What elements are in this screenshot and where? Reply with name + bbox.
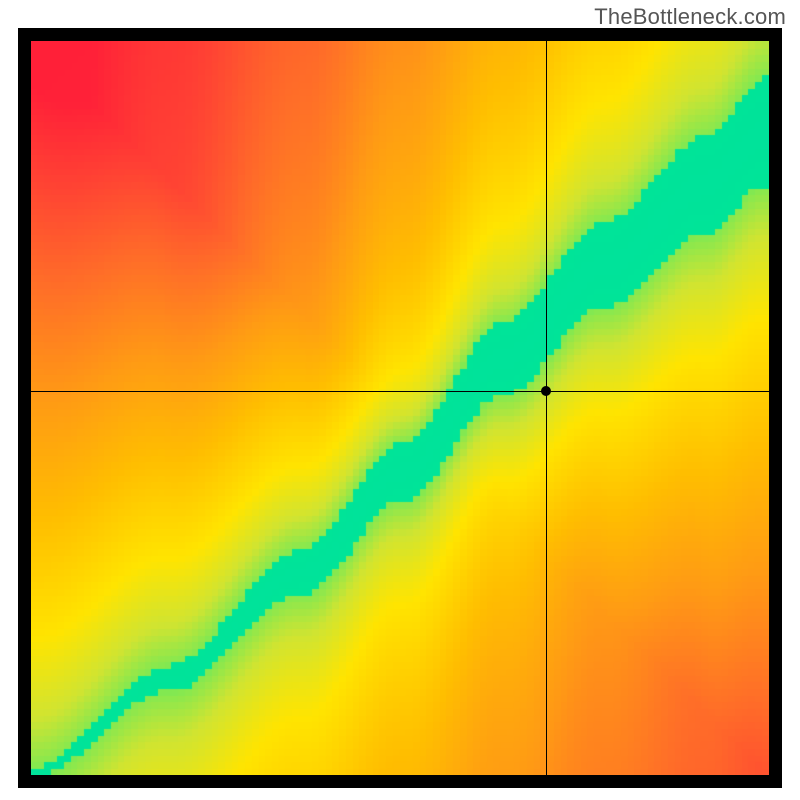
selection-marker xyxy=(541,386,551,396)
heatmap-canvas xyxy=(31,41,769,775)
crosshair-horizontal xyxy=(31,391,769,392)
crosshair-vertical xyxy=(546,41,547,775)
plot-border xyxy=(18,28,782,788)
plot-area xyxy=(31,41,769,775)
chart-container: TheBottleneck.com xyxy=(0,0,800,800)
watermark-text: TheBottleneck.com xyxy=(594,4,786,30)
